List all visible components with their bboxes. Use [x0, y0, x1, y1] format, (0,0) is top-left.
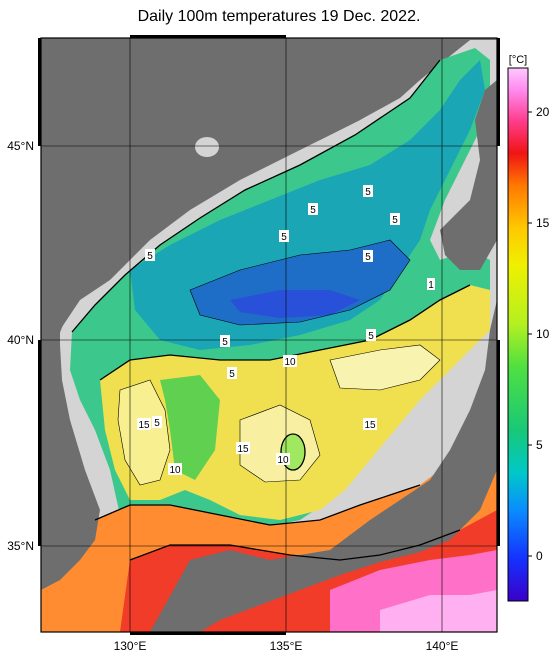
colorbar-unit: [°C] — [509, 54, 527, 66]
map-title: Daily 100m temperatures 19 Dec. 2022. — [137, 8, 421, 25]
hokkaido — [440, 80, 497, 270]
svg-text:5: 5 — [310, 205, 316, 216]
warm-eddy-west — [118, 380, 170, 485]
kuroshio-core — [380, 590, 497, 632]
svg-text:10: 10 — [169, 465, 181, 476]
contour-label-17: 1 — [427, 278, 435, 291]
asian-continent — [41, 38, 497, 350]
colorbar-tick-5: 5 — [536, 438, 543, 452]
korean-peninsula — [41, 345, 100, 590]
contour-label-10: 5 — [152, 416, 162, 429]
svg-text:5: 5 — [368, 331, 374, 342]
colorbar-tick-20: 20 — [536, 105, 550, 119]
colorbar-tick-15: 15 — [536, 216, 550, 230]
svg-text:5: 5 — [229, 369, 235, 380]
map-panel: 5 5 5 5 5 5 5 5 5 5 10 15 15 10 15 10 1 — [41, 38, 497, 632]
lat-label-40: 40°N — [7, 333, 34, 347]
lat-label-45: 45°N — [7, 139, 34, 153]
contour-label-7: 5 — [220, 335, 230, 348]
colorbar-ticks: 20 15 10 5 0 — [528, 105, 550, 563]
colorbar: [°C] 20 15 10 5 0 — [507, 54, 550, 602]
contour-label-15: 15 — [236, 442, 250, 455]
svg-text:5: 5 — [281, 232, 287, 243]
green-tongue — [160, 375, 220, 480]
contour-label-13: 15 — [363, 418, 377, 431]
japanese-islands — [150, 300, 497, 632]
contour-label-3: 5 — [390, 213, 400, 226]
svg-text:15: 15 — [237, 444, 249, 455]
contour-label-text: 5 — [365, 187, 371, 198]
svg-text:1: 1 — [428, 280, 434, 291]
lat-label-35: 35°N — [7, 539, 34, 553]
colorbar-tick-10: 10 — [536, 327, 550, 341]
svg-text:10: 10 — [277, 455, 289, 466]
contour-label-11: 10 — [283, 355, 297, 368]
contour-label-4: 5 — [279, 230, 289, 243]
warm-eddy-east — [330, 345, 440, 390]
colorbar-scale — [507, 67, 529, 602]
contour-label-1: 5 — [363, 185, 373, 198]
lon-label-130: 130°E — [114, 639, 147, 653]
sea-cold-region — [130, 60, 485, 350]
svg-text:10: 10 — [284, 357, 296, 368]
svg-text:15: 15 — [364, 420, 376, 431]
lake-khanka — [195, 137, 219, 157]
svg-text:5: 5 — [365, 252, 371, 263]
contour-label-9: 5 — [227, 367, 237, 380]
lon-label-140: 140°E — [426, 639, 459, 653]
svg-text:5: 5 — [222, 337, 228, 348]
contour-label-6: 5 — [363, 250, 373, 263]
sea-cold-patch — [230, 290, 360, 318]
graticule — [41, 38, 497, 632]
lon-label-135: 135°E — [270, 639, 303, 653]
contour-label-8: 5 — [366, 329, 376, 342]
axis-labels: 45°N 40°N 35°N 130°E 135°E 140°E — [7, 139, 458, 653]
contour-label-2: 5 — [308, 203, 318, 216]
contour-label-5: 5 — [145, 249, 155, 262]
contour-label-group: 5 5 5 5 5 5 5 5 5 5 10 15 15 10 15 10 1 — [137, 185, 435, 476]
svg-text:5: 5 — [392, 215, 398, 226]
contour-label-12: 15 — [137, 418, 151, 431]
colorbar-tick-0: 0 — [536, 549, 543, 563]
contour-lines-minor — [117, 239, 441, 486]
svg-text:5: 5 — [154, 418, 160, 429]
contour-lines — [71, 59, 471, 561]
svg-text:15: 15 — [138, 420, 150, 431]
contour-label-16: 10 — [276, 453, 290, 466]
map-border-ticks — [38, 35, 500, 635]
svg-text:5: 5 — [147, 251, 153, 262]
contour-label-14: 10 — [168, 463, 182, 476]
